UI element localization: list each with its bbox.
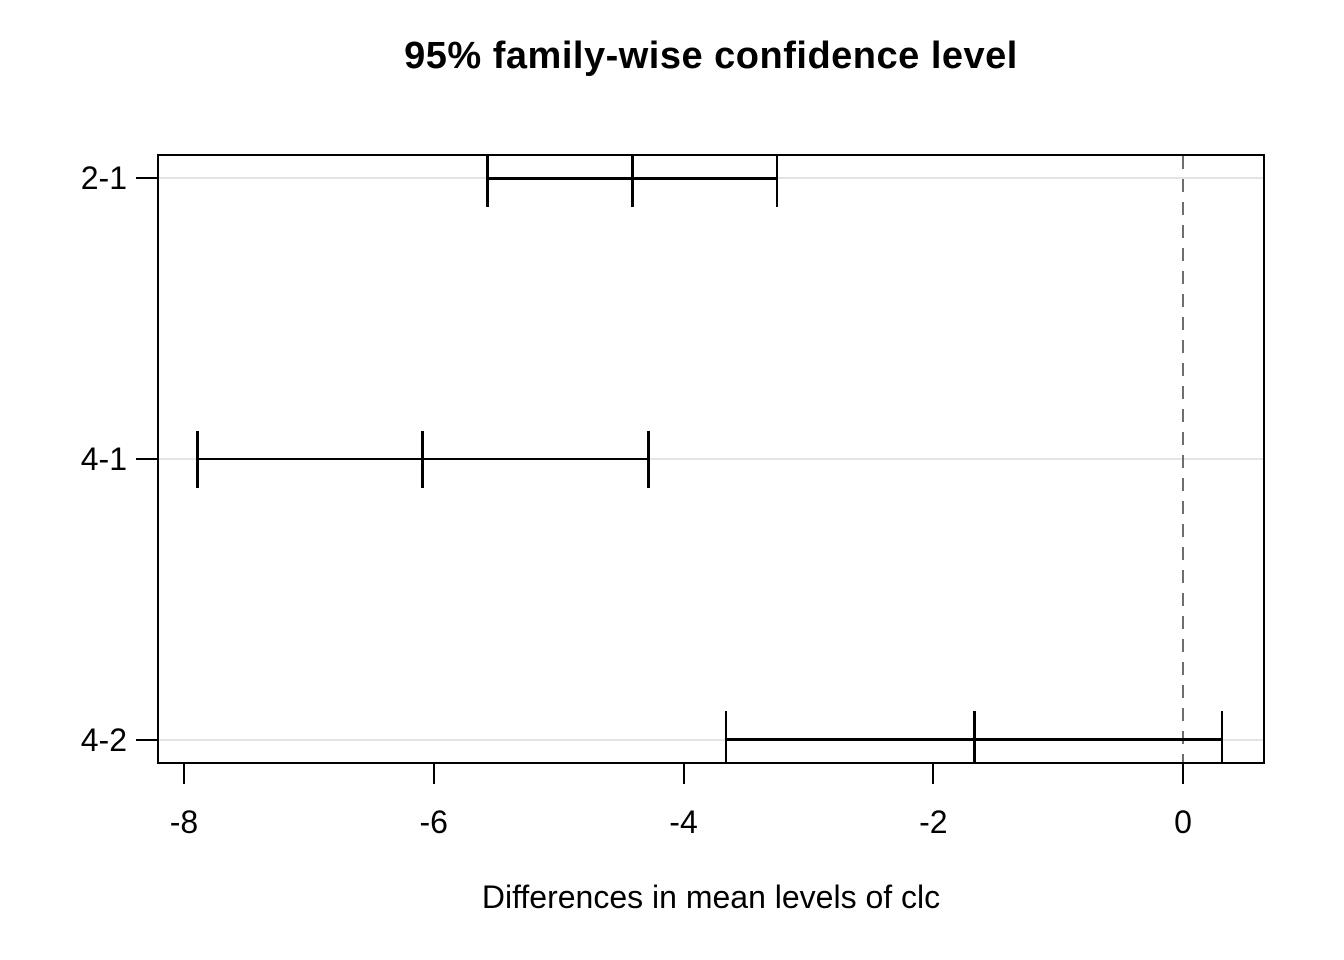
ci-cap-upper (775, 156, 779, 207)
zero-reference-line (1181, 156, 1185, 762)
y-axis-label: 4-1 (80, 441, 127, 477)
y-axis-tick (136, 458, 159, 460)
plot-area (159, 156, 1263, 762)
x-axis-tick (182, 764, 185, 784)
y-axis-label: 2-1 (80, 160, 127, 197)
x-axis-tick-label: -4 (669, 804, 698, 840)
x-axis-tick-label: -2 (919, 804, 948, 840)
ci-cap-lower (486, 156, 489, 207)
x-axis-tick (682, 764, 685, 784)
x-axis-title: Differences in mean levels of clc (481, 879, 941, 915)
x-axis-tick-label: -6 (419, 804, 448, 840)
chart-title: 95% family-wise confidence level (404, 35, 1018, 77)
y-axis-tick (136, 177, 159, 180)
ci-cap-upper (647, 430, 650, 488)
ci-cap-center (631, 156, 634, 207)
y-axis-label: 4-2 (80, 721, 127, 758)
ci-cap-lower (724, 711, 728, 762)
x-axis-tick (932, 764, 935, 784)
x-axis-tick-label: 0 (1174, 804, 1192, 840)
y-axis-tick (136, 738, 159, 741)
ci-cap-center (973, 711, 976, 762)
ci-cap-center (421, 430, 424, 488)
gridline (159, 738, 1263, 741)
x-axis-tick (432, 764, 435, 784)
x-axis-tick-label: -8 (169, 804, 199, 840)
x-axis-tick (1182, 764, 1185, 784)
ci-cap-lower (196, 430, 199, 488)
ci-cap-upper (1220, 711, 1224, 762)
gridline (159, 458, 1263, 460)
